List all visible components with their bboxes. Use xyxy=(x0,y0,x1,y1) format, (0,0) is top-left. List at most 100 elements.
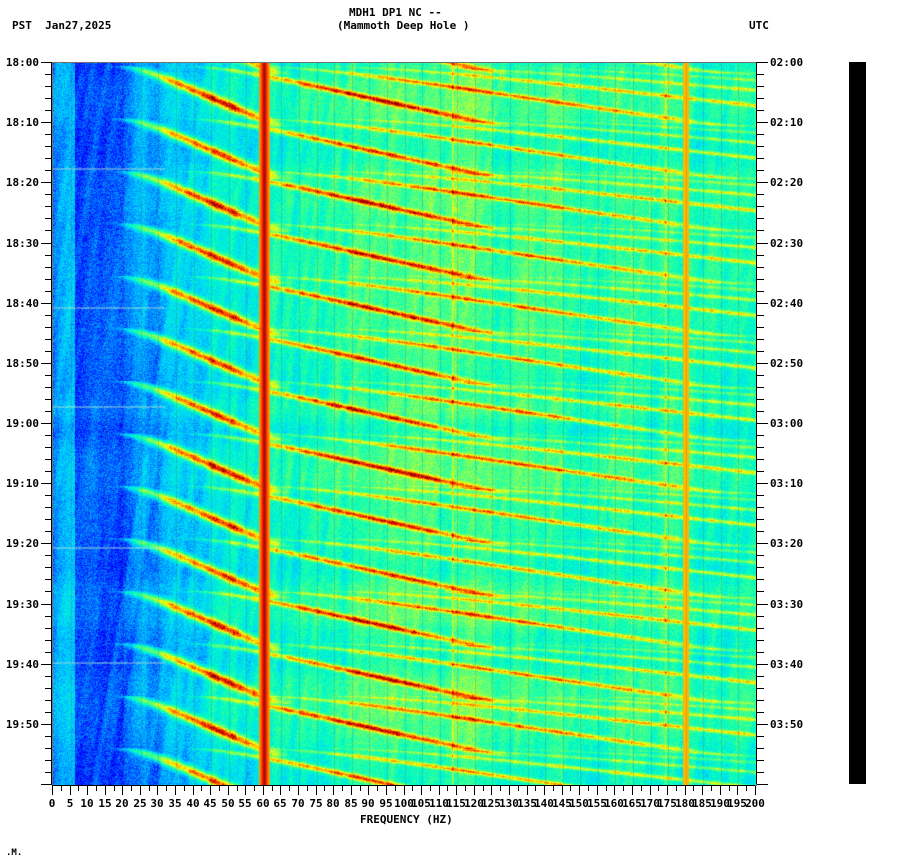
time-tick-minor xyxy=(45,110,52,111)
time-tick-major xyxy=(41,122,52,123)
freq-tick-major xyxy=(720,786,721,795)
time-tick-minor xyxy=(757,98,764,99)
time-tick-minor xyxy=(757,676,764,677)
time-label-utc: 02:40 xyxy=(770,297,804,310)
time-tick-major xyxy=(757,664,768,665)
freq-label: 115 xyxy=(446,797,466,810)
freq-tick-minor xyxy=(606,786,607,791)
freq-tick-major xyxy=(685,786,686,795)
time-label-pst: 19:00 xyxy=(5,417,39,430)
freq-tick-minor xyxy=(219,786,220,791)
time-tick-minor xyxy=(757,736,764,737)
time-tick-minor xyxy=(45,351,52,352)
right-axis-spine xyxy=(756,62,757,784)
freq-tick-major xyxy=(386,786,387,795)
freq-label: 180 xyxy=(675,797,695,810)
freq-tick-major xyxy=(122,786,123,795)
freq-tick-major xyxy=(210,786,211,795)
freq-tick-major xyxy=(105,786,106,795)
freq-label: 140 xyxy=(534,797,554,810)
time-label-pst: 19:50 xyxy=(5,718,39,731)
time-tick-minor xyxy=(45,218,52,219)
time-tick-minor xyxy=(45,279,52,280)
freq-tick-major xyxy=(157,786,158,795)
freq-tick-major xyxy=(404,786,405,795)
time-tick-minor xyxy=(757,471,764,472)
time-tick-minor xyxy=(757,459,764,460)
time-tick-minor xyxy=(45,315,52,316)
time-tick-minor xyxy=(45,206,52,207)
freq-label: 150 xyxy=(569,797,589,810)
freq-tick-major xyxy=(667,786,668,795)
time-tick-minor xyxy=(757,86,764,87)
freq-tick-minor xyxy=(342,786,343,791)
freq-label: 125 xyxy=(481,797,501,810)
freq-tick-minor xyxy=(412,786,413,791)
freq-label: 165 xyxy=(622,797,642,810)
spectrogram-plot[interactable] xyxy=(52,62,757,786)
freq-tick-minor xyxy=(729,786,730,791)
time-tick-major xyxy=(757,483,768,484)
time-tick-minor xyxy=(757,495,764,496)
time-tick-minor xyxy=(45,387,52,388)
time-tick-minor xyxy=(757,339,764,340)
time-label-pst: 18:10 xyxy=(5,116,39,129)
freq-label: 45 xyxy=(203,797,217,810)
time-label-utc: 03:30 xyxy=(770,598,804,611)
freq-label: 0 xyxy=(48,797,56,810)
time-label-utc: 03:10 xyxy=(770,477,804,490)
time-tick-minor xyxy=(757,134,764,135)
freq-label: 5 xyxy=(66,797,74,810)
header-utc-label: UTC xyxy=(749,19,769,32)
freq-tick-major xyxy=(193,786,194,795)
freq-tick-minor xyxy=(254,786,255,791)
freq-tick-major xyxy=(632,786,633,795)
freq-tick-minor xyxy=(201,786,202,791)
time-label-pst: 18:20 xyxy=(5,176,39,189)
freq-tick-major xyxy=(228,786,229,795)
time-label-utc: 03:00 xyxy=(770,417,804,430)
freq-label: 130 xyxy=(499,797,519,810)
freq-tick-minor xyxy=(500,786,501,791)
time-tick-major xyxy=(757,724,768,725)
time-tick-major xyxy=(41,423,52,424)
time-tick-minor xyxy=(45,399,52,400)
frequency-axis-title: FREQUENCY (HZ) xyxy=(360,813,453,826)
time-tick-minor xyxy=(757,519,764,520)
time-tick-minor xyxy=(757,531,764,532)
freq-label: 155 xyxy=(587,797,607,810)
freq-tick-minor xyxy=(430,786,431,791)
time-tick-minor xyxy=(45,579,52,580)
freq-tick-major xyxy=(421,786,422,795)
freq-tick-minor xyxy=(377,786,378,791)
freq-label: 75 xyxy=(309,797,323,810)
time-tick-major xyxy=(41,62,52,63)
spectrogram-image xyxy=(53,63,756,785)
time-tick-minor xyxy=(45,267,52,268)
time-tick-minor xyxy=(45,555,52,556)
freq-tick-major xyxy=(755,786,756,795)
time-tick-minor xyxy=(45,134,52,135)
time-label-utc: 03:20 xyxy=(770,537,804,550)
time-tick-major xyxy=(41,543,52,544)
freq-label: 80 xyxy=(326,797,340,810)
freq-tick-minor xyxy=(324,786,325,791)
time-tick-major xyxy=(41,784,52,785)
freq-tick-major xyxy=(579,786,580,795)
time-tick-minor xyxy=(757,507,764,508)
freq-tick-minor xyxy=(465,786,466,791)
header-timezone-date: PST Jan27,2025 xyxy=(12,19,112,32)
time-tick-minor xyxy=(757,291,764,292)
freq-label: 70 xyxy=(291,797,305,810)
time-tick-minor xyxy=(757,206,764,207)
time-tick-minor xyxy=(45,194,52,195)
corner-artifact-mark: .M. xyxy=(6,848,23,858)
time-label-pst: 19:40 xyxy=(5,658,39,671)
time-tick-minor xyxy=(757,255,764,256)
time-tick-minor xyxy=(757,230,764,231)
freq-label: 160 xyxy=(604,797,624,810)
freq-tick-major xyxy=(491,786,492,795)
time-tick-minor xyxy=(757,315,764,316)
time-label-pst: 18:30 xyxy=(5,237,39,250)
time-tick-minor xyxy=(45,519,52,520)
